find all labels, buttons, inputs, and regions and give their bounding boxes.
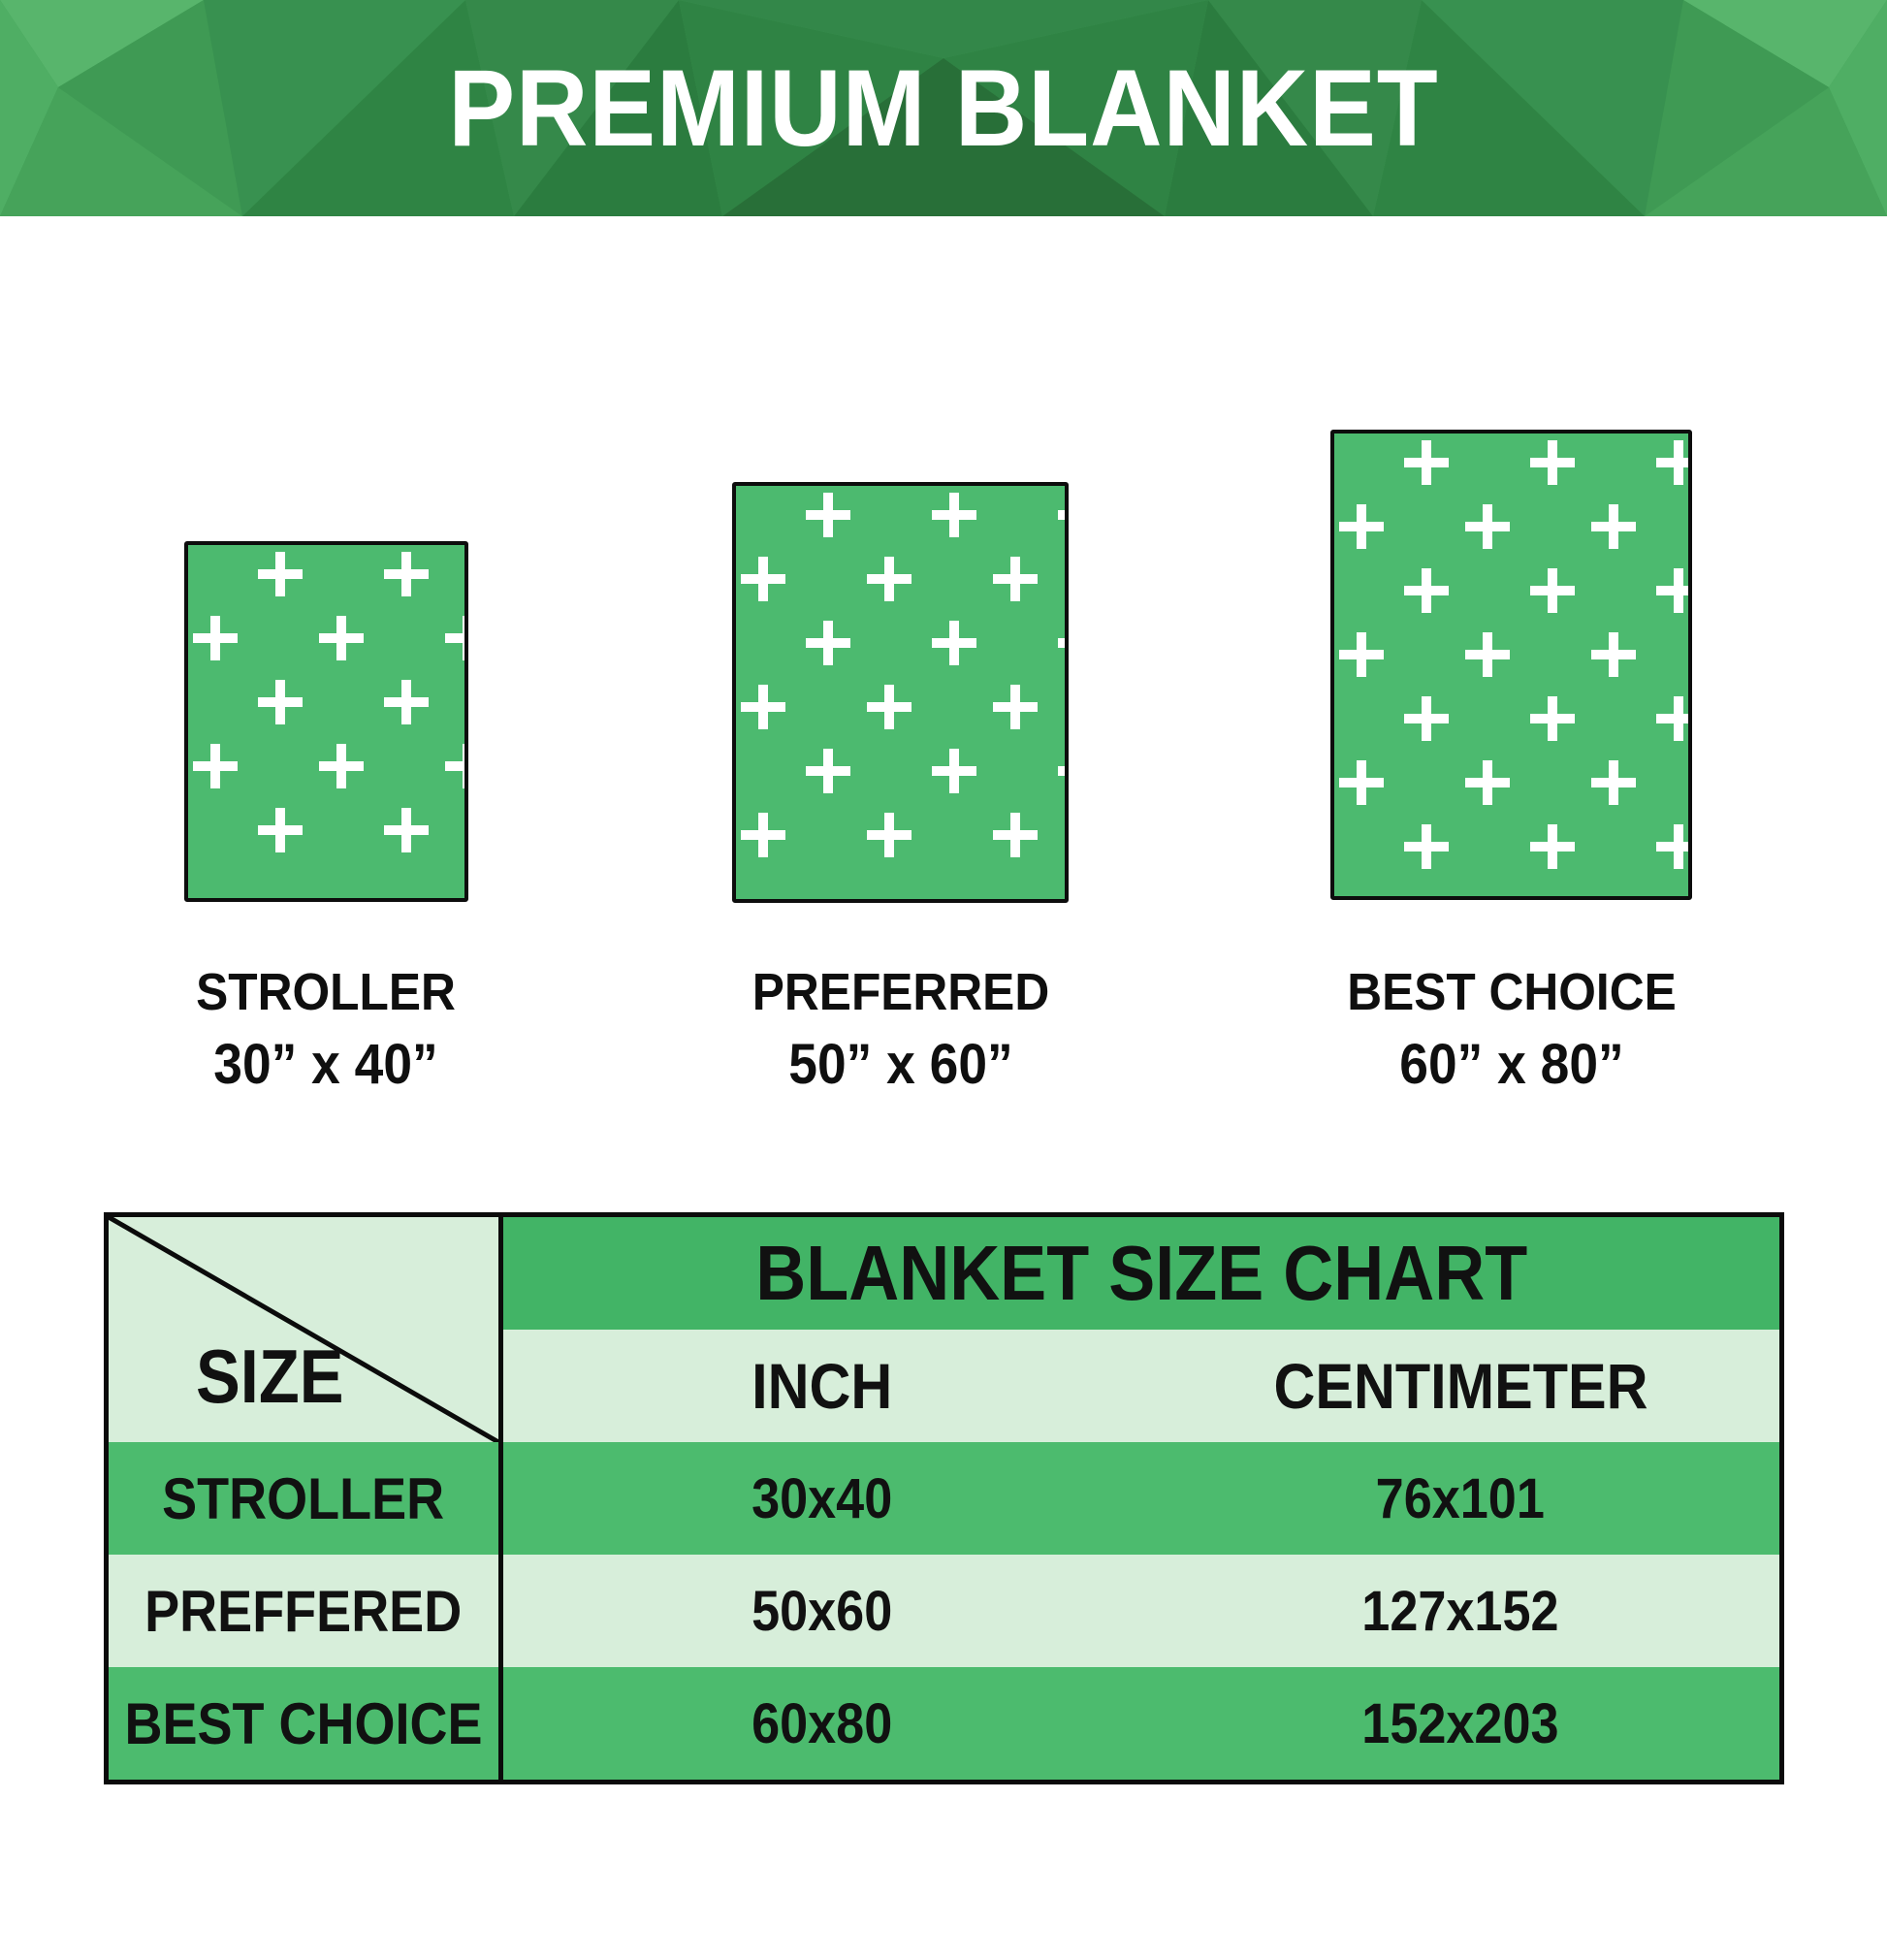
column-header-centimeter: CENTIMETER	[1141, 1330, 1779, 1442]
cell-preffered-centimeter: 127x152	[1141, 1555, 1779, 1667]
cell-best-choice-inch: 60x80	[503, 1667, 1141, 1780]
plus-icon	[867, 557, 912, 601]
size-chart-table: SIZE BLANKET SIZE CHART INCH CENTIMETER …	[104, 1212, 1784, 1784]
product-size-label: 50” x 60”	[788, 1033, 1013, 1096]
plus-icon	[932, 749, 976, 793]
cell-best-choice-centimeter: 152x203	[1141, 1667, 1779, 1780]
plus-icon	[741, 557, 785, 601]
plus-icon	[1530, 824, 1575, 869]
plus-icon	[258, 808, 303, 852]
plus-icon	[1656, 696, 1688, 741]
product-size-label: 30” x 40”	[213, 1033, 438, 1096]
plus-icon	[193, 744, 238, 788]
plus-icon	[867, 813, 912, 857]
cell-stroller-inch: 30x40	[503, 1442, 1141, 1555]
cell-stroller-centimeter: 76x101	[1141, 1442, 1779, 1555]
plus-icon	[932, 493, 976, 537]
plus-icon	[1404, 440, 1449, 485]
plus-icon	[741, 813, 785, 857]
plus-icon	[1591, 760, 1636, 805]
plus-icon	[1465, 760, 1510, 805]
product-name-label: BEST CHOICE	[1347, 963, 1677, 1021]
plus-icon	[1404, 824, 1449, 869]
plus-icon	[806, 493, 850, 537]
plus-icon	[1465, 504, 1510, 549]
column-divider	[498, 1217, 503, 1780]
plus-icon	[445, 744, 464, 788]
column-header-inch: INCH	[503, 1330, 1141, 1442]
plus-icon	[1465, 632, 1510, 677]
plus-icon	[1058, 621, 1065, 665]
product-name-label: STROLLER	[196, 963, 456, 1021]
corner-size-label: SIZE	[196, 1333, 344, 1419]
plus-icon	[1058, 493, 1065, 537]
plus-icon	[445, 616, 464, 660]
plus-icon	[1656, 440, 1688, 485]
plus-icon	[1656, 824, 1688, 869]
plus-icon	[1530, 696, 1575, 741]
plus-icon	[1404, 696, 1449, 741]
plus-icon	[384, 808, 429, 852]
plus-icon	[384, 680, 429, 724]
header-banner: PREMIUM BLANKET	[0, 0, 1887, 216]
plus-icon	[1656, 568, 1688, 613]
plus-icon	[867, 685, 912, 729]
product-size-label: 60” x 80”	[1399, 1033, 1624, 1096]
corner-size-cell: SIZE	[109, 1217, 498, 1442]
plus-icon	[1530, 440, 1575, 485]
plus-icon	[993, 685, 1038, 729]
plus-icon	[258, 680, 303, 724]
polygon-background	[0, 0, 1887, 216]
plus-icon	[1530, 568, 1575, 613]
plus-icon	[1591, 504, 1636, 549]
row-label-preffered: PREFFERED	[109, 1555, 498, 1667]
blanket-swatch-best-choice	[1330, 430, 1692, 900]
page-title: PREMIUM BLANKET	[448, 48, 1439, 169]
plus-icon	[1339, 504, 1384, 549]
plus-icon	[1404, 568, 1449, 613]
table-title-cell: BLANKET SIZE CHART	[503, 1217, 1779, 1330]
blanket-swatch-preferred	[732, 482, 1069, 903]
plus-icon	[806, 621, 850, 665]
plus-icon	[1058, 749, 1065, 793]
plus-icon	[1339, 760, 1384, 805]
diagonal-line	[109, 1217, 498, 1442]
product-name-label: PREFERRED	[752, 963, 1050, 1021]
plus-icon	[993, 557, 1038, 601]
cell-preffered-inch: 50x60	[503, 1555, 1141, 1667]
blanket-swatch-stroller	[184, 541, 468, 902]
plus-icon	[806, 749, 850, 793]
plus-icon	[1339, 632, 1384, 677]
plus-icon	[1591, 632, 1636, 677]
row-label-best-choice: BEST CHOICE	[109, 1667, 498, 1780]
plus-icon	[319, 744, 364, 788]
plus-icon	[193, 616, 238, 660]
row-label-stroller: STROLLER	[109, 1442, 498, 1555]
plus-icon	[993, 813, 1038, 857]
plus-icon	[258, 552, 303, 596]
plus-icon	[384, 552, 429, 596]
plus-icon	[932, 621, 976, 665]
plus-icon	[319, 616, 364, 660]
plus-icon	[741, 685, 785, 729]
table-title: BLANKET SIZE CHART	[755, 1230, 1527, 1316]
